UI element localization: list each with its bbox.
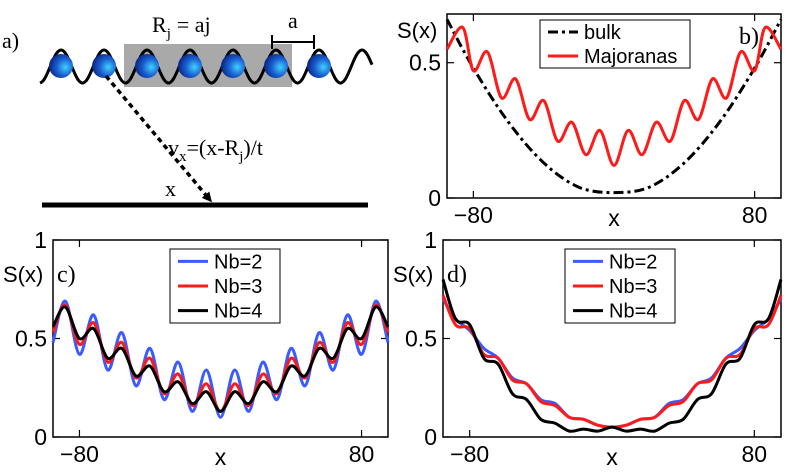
legend-box bbox=[539, 19, 691, 69]
legend-label: Nb=4 bbox=[214, 301, 262, 323]
legend-label: Nb=3 bbox=[609, 276, 657, 298]
legend-label: Nb=4 bbox=[609, 301, 657, 323]
y-axis-label: S(x) bbox=[3, 262, 43, 287]
legend-label: Majoranas bbox=[584, 46, 677, 68]
atom-ball bbox=[307, 54, 331, 78]
chart-panel-c: 0 0.5 1 −80 80 x S(x) c) Nb=2 Nb=3 Nb=4 bbox=[3, 227, 390, 470]
legend: Nb=2 Nb=3 Nb=4 bbox=[564, 248, 676, 324]
panel-label: d) bbox=[447, 262, 467, 288]
x-axis-label: x bbox=[608, 205, 620, 231]
legend-label: bulk bbox=[584, 22, 622, 44]
x-axis-label: x bbox=[215, 444, 227, 470]
y-tick-label: 0.5 bbox=[15, 326, 47, 352]
legend-label: Nb=2 bbox=[609, 251, 657, 273]
legend-label: Nb=3 bbox=[214, 276, 262, 298]
series-line-bulk bbox=[445, 18, 783, 195]
panel-a-label: a) bbox=[2, 28, 19, 53]
legend: Nb=2 Nb=3 Nb=4 bbox=[169, 248, 281, 324]
velocity-formula: vx=(x-Rj)/t bbox=[168, 135, 263, 165]
panel-a-schematic: a) Rj = aj a vx=(x-Rj)/t x bbox=[2, 8, 374, 208]
x-tick-label: 80 bbox=[349, 441, 375, 467]
x-tick-label: 80 bbox=[742, 202, 768, 228]
atom-balls bbox=[49, 54, 331, 78]
atom-ball bbox=[49, 54, 73, 78]
rj-label: Rj = aj bbox=[152, 12, 211, 42]
y-tick-label: 0 bbox=[424, 424, 437, 450]
series-line-nb-4 bbox=[51, 305, 390, 413]
y-tick-label: 1 bbox=[424, 227, 437, 253]
y-tick-label: 0 bbox=[428, 185, 441, 211]
y-tick-label: 0.5 bbox=[405, 326, 437, 352]
atom-ball bbox=[135, 54, 159, 78]
y-axis-label: S(x) bbox=[397, 18, 437, 43]
x-tick-label: −80 bbox=[60, 441, 99, 467]
y-tick-label: 0.5 bbox=[409, 50, 441, 76]
x-axis-label: x bbox=[606, 444, 618, 470]
y-axis-label: S(x) bbox=[393, 262, 433, 287]
atom-ball bbox=[92, 54, 116, 78]
atom-ball bbox=[264, 54, 288, 78]
series-line-nb-4 bbox=[441, 278, 783, 433]
x-tick-label: −80 bbox=[450, 441, 489, 467]
atom-ball bbox=[178, 54, 202, 78]
legend-label: Nb=2 bbox=[214, 251, 262, 273]
series-line-nb-2 bbox=[51, 299, 390, 419]
x-tick-label: −80 bbox=[454, 202, 493, 228]
y-tick-label: 0 bbox=[34, 424, 47, 450]
lattice-spacing-label: a bbox=[288, 8, 298, 33]
plot-frame bbox=[446, 13, 782, 199]
atom-ball bbox=[221, 54, 245, 78]
y-tick-label: 1 bbox=[34, 227, 47, 253]
chart-panel-d: 0 0.5 1 −80 80 x S(x) d) Nb=2 Nb=3 Nb=4 bbox=[393, 227, 783, 470]
panel-label: b) bbox=[739, 24, 759, 50]
x-tick-label: 80 bbox=[742, 441, 768, 467]
panel-label: c) bbox=[57, 262, 76, 288]
series-line-majoranas bbox=[445, 25, 783, 168]
screen-x-label: x bbox=[165, 176, 176, 201]
